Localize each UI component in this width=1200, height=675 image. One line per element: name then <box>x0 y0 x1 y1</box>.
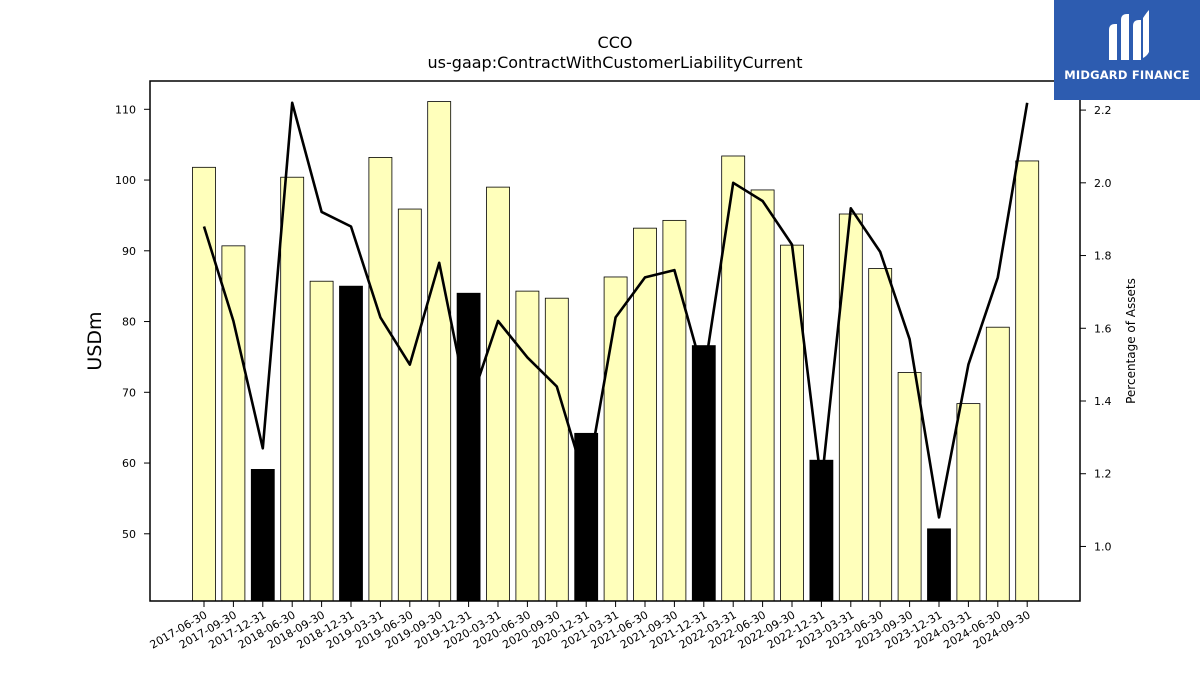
chart-subtitle: us-gaap:ContractWithCustomerLiabilityCur… <box>428 53 803 72</box>
right-tick-label: 1.2 <box>1094 468 1112 481</box>
plot-frame <box>149 80 1081 602</box>
bar-2019-06-30 <box>397 208 422 602</box>
bar-2022-03-31 <box>721 155 746 602</box>
left-tick-label: 110 <box>115 103 136 116</box>
bar-2021-06-30 <box>633 227 657 602</box>
bars-layer <box>192 101 1040 602</box>
x-axis: 2017-06-302017-09-302017-12-312018-06-30… <box>148 601 1033 652</box>
bar-2024-06-30 <box>985 326 1010 602</box>
bar-2019-03-31 <box>368 157 393 602</box>
y-axis-label: USDm <box>84 311 106 370</box>
logo-text: MIDGARD FINANCE <box>1064 68 1190 82</box>
left-tick-label: 80 <box>122 316 136 329</box>
right-y-axis: 1.0 1.2 1.4 1.6 1.8 2.0 2.2 <box>1080 104 1112 553</box>
left-tick-label: 70 <box>122 386 136 399</box>
bar-2017-06-30 <box>192 166 216 602</box>
percentage-of-assets-line <box>202 101 1029 519</box>
bar-2024-03-31 <box>956 403 981 602</box>
bar-2018-12-31 <box>339 285 363 602</box>
bar-2020-06-30 <box>515 290 540 602</box>
right-tick-label: 1.4 <box>1094 395 1112 408</box>
bar-2021-09-30 <box>662 219 687 602</box>
midgard-finance-logo: MIDGARD FINANCE <box>1054 0 1200 100</box>
bar-2024-09-30 <box>1015 160 1040 602</box>
bar-2023-12-31 <box>927 528 951 602</box>
bar-2019-12-31 <box>456 292 481 602</box>
bar-2017-12-31 <box>250 469 275 602</box>
right-tick-label: 2.2 <box>1094 104 1112 117</box>
right-tick-label: 1.6 <box>1094 322 1112 335</box>
bar-2023-09-30 <box>897 372 922 602</box>
left-tick-label: 50 <box>122 528 136 541</box>
bar-2018-09-30 <box>309 280 334 602</box>
bar-2021-12-31 <box>691 345 716 602</box>
right-tick-label: 1.0 <box>1094 540 1112 553</box>
left-y-axis: 50 60 70 80 90 100 110 <box>115 103 150 541</box>
bar-2019-09-30 <box>427 101 452 602</box>
bar-2023-06-30 <box>868 268 893 602</box>
midgard-finance-logo-mark-icon <box>1109 10 1149 60</box>
bar-2018-06-30 <box>280 176 305 602</box>
right-tick-label: 2.0 <box>1094 177 1112 190</box>
left-tick-label: 90 <box>122 245 136 258</box>
bar-2020-03-31 <box>486 186 510 602</box>
bar-2022-06-30 <box>750 189 775 602</box>
bar-2020-09-30 <box>544 297 569 602</box>
chart-title: CCO <box>598 33 633 52</box>
left-tick-label: 100 <box>115 174 136 187</box>
y2-axis-label: Percentage of Assets <box>1124 278 1138 404</box>
bar-2022-09-30 <box>780 244 804 602</box>
left-tick-label: 60 <box>122 457 136 470</box>
right-tick-label: 1.8 <box>1094 250 1112 263</box>
bar-2021-03-31 <box>603 276 628 602</box>
